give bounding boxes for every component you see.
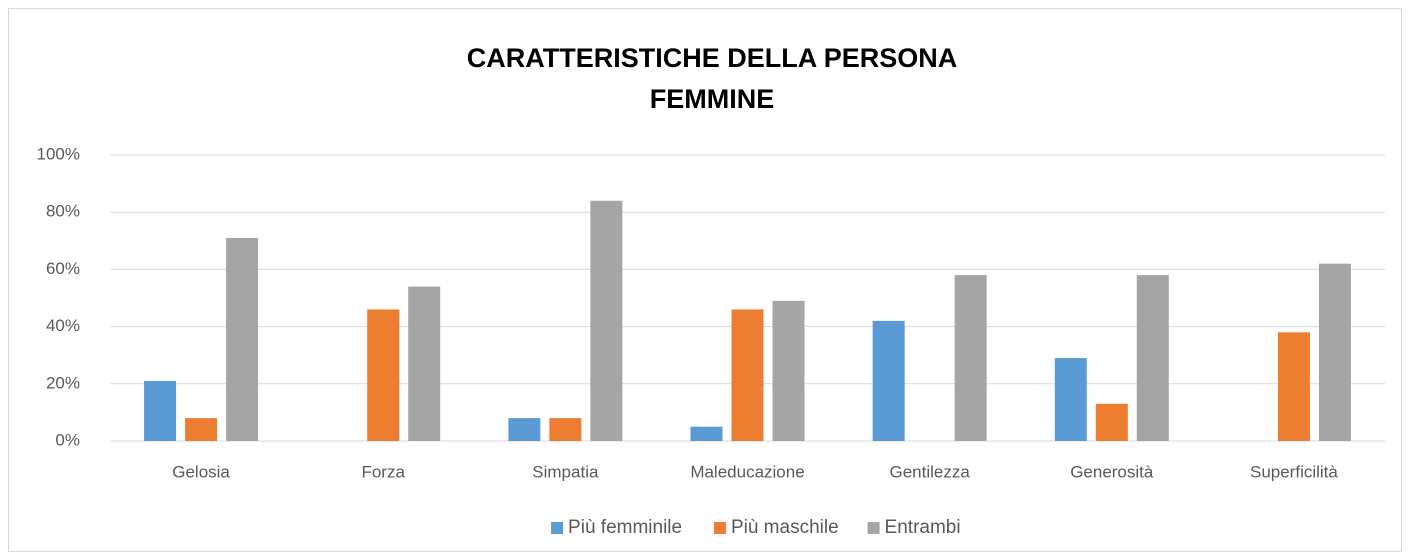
y-tick-label: 60% xyxy=(46,259,80,278)
bar xyxy=(549,418,582,441)
x-tick-label: Forza xyxy=(361,462,405,481)
bar xyxy=(226,237,259,441)
bar xyxy=(1095,403,1128,441)
bar xyxy=(1054,358,1087,441)
x-tick-label: Generosità xyxy=(1070,462,1154,481)
bar xyxy=(144,380,177,441)
bar xyxy=(1277,332,1310,441)
bar xyxy=(508,418,541,441)
bar xyxy=(954,275,987,441)
x-tick-label: Simpatia xyxy=(532,462,599,481)
bar xyxy=(590,200,623,441)
bar xyxy=(690,426,723,441)
bar xyxy=(731,309,764,441)
bar xyxy=(185,418,218,441)
legend-swatch xyxy=(551,522,564,534)
bar xyxy=(772,300,805,441)
x-tick-label: Gentilezza xyxy=(889,462,970,481)
legend-label: Più maschile xyxy=(731,517,839,538)
bar xyxy=(408,286,441,441)
y-tick-label: 80% xyxy=(46,202,80,221)
legend-label: Entrambi xyxy=(885,517,961,538)
legend-swatch xyxy=(713,522,726,534)
x-tick-label: Superficilità xyxy=(1250,462,1338,481)
legend-swatch xyxy=(867,522,880,534)
y-tick-label: 0% xyxy=(55,430,80,449)
x-tick-label: Maleducazione xyxy=(690,462,804,481)
chart-subtitle: FEMMINE xyxy=(650,84,775,114)
bar xyxy=(1318,263,1351,441)
chart-title: CARATTERISTICHE DELLA PERSONA xyxy=(467,43,958,73)
y-tick-label: 20% xyxy=(46,373,80,392)
legend-label: Più femminile xyxy=(568,517,682,538)
y-tick-label: 100% xyxy=(37,144,80,163)
bar xyxy=(1136,275,1169,441)
bar xyxy=(872,320,905,441)
bar xyxy=(367,309,400,441)
x-tick-label: Gelosia xyxy=(172,462,230,481)
y-tick-label: 40% xyxy=(46,316,80,335)
